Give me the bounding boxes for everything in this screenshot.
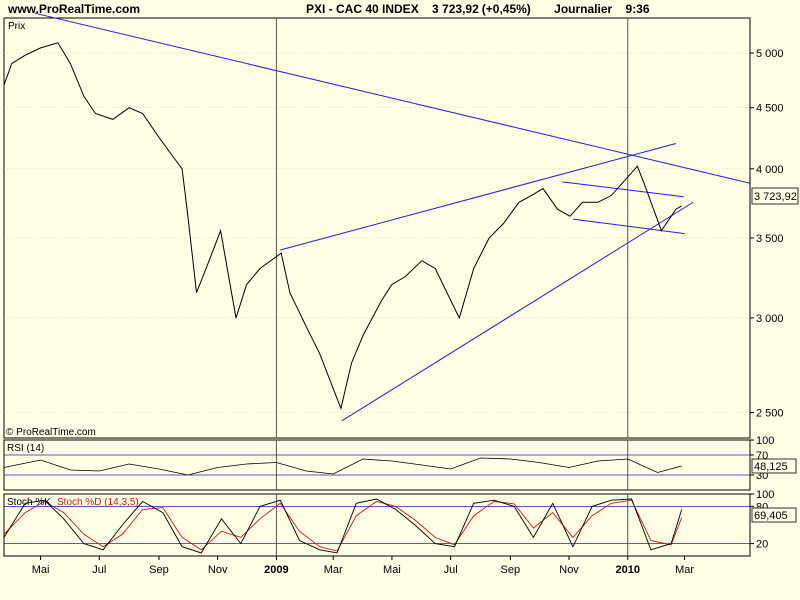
current-stoch-value: 69,405 [754,510,788,522]
stoch-panel [3,493,751,557]
price-tick-label: 3 500 [756,233,784,245]
rsi-panel-label: RSI (14) [7,443,44,454]
instrument-name: PXI - CAC 40 INDEX [306,2,419,16]
rsi-panel [3,439,751,491]
x-tick-label: 2010 [616,564,640,576]
chart-header: www.ProRealTime.com PXI - CAC 40 INDEX 3… [0,0,800,18]
osc-tick-label: 100 [756,435,774,447]
stoch-k-series-line [3,498,683,554]
current-rsi-box: 48,125 [751,458,797,474]
x-tick-label: Mar [675,564,694,576]
x-tick-label: 2009 [264,564,288,576]
rsi-series-line [3,457,682,476]
price-axis: 5 000 4 500 4 000 3 500 3 000 2 500 [750,48,784,419]
x-axis: Mai Jul Sep Nov 2009 Mar Mai Jul Sep Nov 2010 Mar [32,556,694,576]
stoch-k-label: Stoch %K [7,497,51,508]
current-stoch-box: 69,405 [751,507,797,523]
instrument-price: 3 723,92 (+0,45%) [432,2,531,16]
price-panel-label: Prix [8,21,25,32]
price-panel [3,17,751,439]
x-tick-label: Jul [444,564,458,576]
x-tick-label: Nov [559,564,579,576]
trendlines [34,12,751,422]
trendline [34,12,751,184]
stoch-grid [4,505,750,544]
rsi-grid [4,454,750,476]
x-tick-label: Nov [208,564,228,576]
x-tick-label: Mar [324,564,343,576]
trendline [572,218,685,235]
osc-tick-label: 20 [756,539,768,551]
x-tick-label: Jul [92,564,106,576]
trendline [280,143,677,251]
current-rsi-value: 48,125 [754,461,788,473]
stoch-d-label: Stoch %D (14,3,5) [57,497,139,508]
instrument-summary: PXI - CAC 40 INDEX 3 723,92 (+0,45%) Jour… [306,2,660,16]
price-series-line [3,42,682,411]
copyright-label: © ProRealTime.com [6,427,96,438]
site-name[interactable]: www.ProRealTime.com [8,2,141,16]
x-tick-label: Sep [149,564,169,576]
chart-period: Journalier [554,2,613,16]
trendline [341,201,694,422]
x-tick-label: Mai [383,564,401,576]
price-tick-label: 3 000 [756,313,784,325]
x-tick-label: Mai [32,564,50,576]
chart-time: 9:36 [625,2,650,16]
price-tick-label: 4 000 [756,164,784,176]
current-price-value: 3 723,92 [754,191,797,203]
stoch-d-series-line [3,499,683,552]
x-tick-label: Sep [501,564,521,576]
trendline [562,181,684,198]
price-grid [4,52,750,413]
price-tick-label: 2 500 [756,407,784,419]
osc-tick-label: 100 [756,489,774,501]
price-tick-label: 4 500 [756,103,784,115]
current-price-box: 3 723,92 [751,187,799,205]
price-tick-label: 5 000 [756,48,784,60]
